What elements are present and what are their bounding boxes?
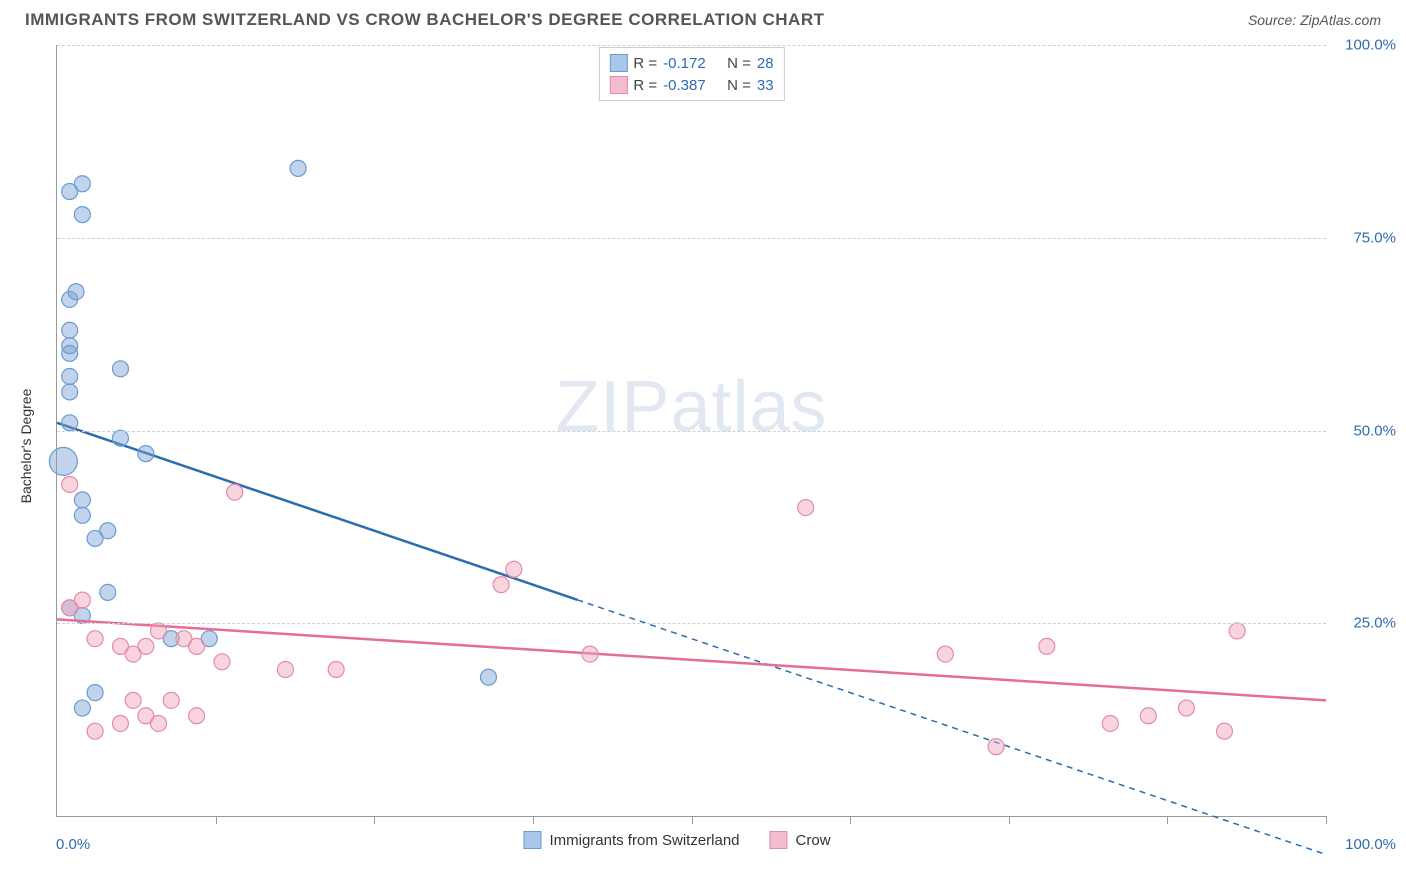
legend-n-label: N = [727, 77, 751, 94]
scatter-point [87, 685, 103, 701]
x-axis-tick [1326, 816, 1327, 824]
legend-swatch [609, 76, 627, 94]
scatter-point [74, 700, 90, 716]
scatter-point [151, 715, 167, 731]
legend-swatch [609, 54, 627, 72]
x-axis-tick [1009, 816, 1010, 824]
scatter-point [87, 631, 103, 647]
scatter-point [62, 338, 78, 354]
scatter-point [49, 447, 77, 475]
scatter-point [1229, 623, 1245, 639]
scatter-point [937, 646, 953, 662]
scatter-point [506, 561, 522, 577]
scatter-point [214, 654, 230, 670]
scatter-point [480, 669, 496, 685]
gridline [57, 238, 1326, 239]
legend-n-value: 33 [757, 77, 774, 94]
x-axis-tick [1167, 816, 1168, 824]
x-axis-tick [850, 816, 851, 824]
scatter-point [138, 446, 154, 462]
scatter-point [87, 530, 103, 546]
scatter-point [62, 384, 78, 400]
series-legend: Immigrants from Switzerland Crow [523, 831, 830, 849]
y-axis-tick-label: 75.0% [1353, 229, 1396, 246]
scatter-point [277, 662, 293, 678]
x-axis-max-label: 100.0% [1345, 836, 1396, 853]
correlation-legend-row: R = -0.387 N = 33 [609, 74, 773, 96]
series-legend-label: Immigrants from Switzerland [549, 832, 739, 849]
x-axis-tick [216, 816, 217, 824]
scatter-point [68, 284, 84, 300]
scatter-point [798, 500, 814, 516]
scatter-point [189, 638, 205, 654]
legend-n-label: N = [727, 55, 751, 72]
x-axis-tick [533, 816, 534, 824]
scatter-point [493, 577, 509, 593]
series-legend-label: Crow [796, 832, 831, 849]
series-legend-item: Crow [770, 831, 831, 849]
y-axis-title: Bachelor's Degree [18, 389, 34, 504]
chart-container: Bachelor's Degree ZIPatlas R =-0.172N =2… [28, 45, 1326, 847]
scatter-point [189, 708, 205, 724]
scatter-point [87, 723, 103, 739]
y-axis-tick-label: 25.0% [1353, 615, 1396, 632]
x-axis-tick [692, 816, 693, 824]
legend-swatch [770, 831, 788, 849]
legend-r-value: -0.387 [663, 77, 721, 94]
scatter-point [1102, 715, 1118, 731]
scatter-point [290, 160, 306, 176]
scatter-point [988, 739, 1004, 755]
x-axis-min-label: 0.0% [56, 836, 90, 853]
scatter-point [1178, 700, 1194, 716]
scatter-point [582, 646, 598, 662]
scatter-point [74, 507, 90, 523]
scatter-point [1140, 708, 1156, 724]
scatter-point [1216, 723, 1232, 739]
scatter-point [125, 692, 141, 708]
scatter-point [62, 369, 78, 385]
x-axis-tick [374, 816, 375, 824]
scatter-point [112, 361, 128, 377]
trend-line-solid [57, 423, 577, 600]
gridline [57, 45, 1326, 46]
scatter-point [62, 322, 78, 338]
legend-swatch [523, 831, 541, 849]
y-axis-tick-label: 50.0% [1353, 422, 1396, 439]
source-attribution: Source: ZipAtlas.com [1248, 12, 1381, 28]
scatter-point [62, 415, 78, 431]
gridline [57, 623, 1326, 624]
trend-line-dashed [577, 600, 1326, 855]
scatter-point [74, 492, 90, 508]
scatter-point [163, 692, 179, 708]
correlation-legend: R = -0.172 N = 28 R = -0.387 N = 33 [598, 47, 784, 101]
chart-title: IMMIGRANTS FROM SWITZERLAND VS CROW BACH… [25, 10, 824, 30]
legend-r-label: R = [633, 77, 657, 94]
y-axis-tick-label: 100.0% [1345, 37, 1396, 54]
trend-line-solid [57, 619, 1326, 700]
correlation-legend-row: R = -0.172 N = 28 [609, 52, 773, 74]
scatter-point [227, 484, 243, 500]
series-legend-item: Immigrants from Switzerland [523, 831, 739, 849]
scatter-point [74, 207, 90, 223]
scatter-point [151, 623, 167, 639]
scatter-point [1039, 638, 1055, 654]
scatter-point [62, 476, 78, 492]
scatter-point [112, 430, 128, 446]
scatter-point [112, 715, 128, 731]
gridline [57, 431, 1326, 432]
scatter-point [74, 592, 90, 608]
scatter-point [100, 584, 116, 600]
legend-n-value: 28 [757, 55, 774, 72]
plot-area: ZIPatlas R =-0.172N =28R =-0.387N =33 25… [56, 45, 1326, 817]
scatter-point [74, 176, 90, 192]
legend-r-label: R = [633, 55, 657, 72]
legend-r-value: -0.172 [663, 55, 721, 72]
scatter-point [125, 646, 141, 662]
scatter-point [328, 662, 344, 678]
